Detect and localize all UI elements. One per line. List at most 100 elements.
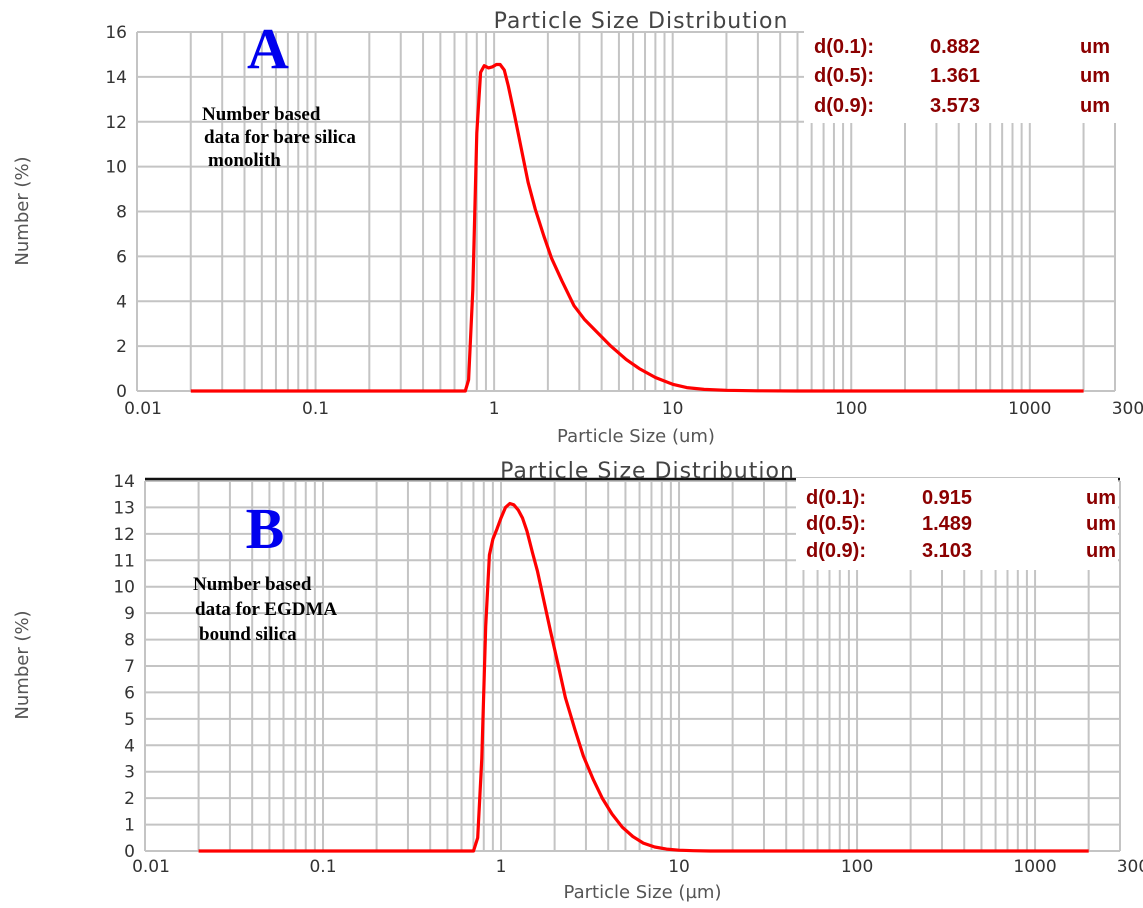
- y-tick-label: 4: [116, 292, 127, 312]
- x-tick-label: 100: [841, 857, 873, 877]
- data-point: [198, 850, 200, 852]
- x-axis-title: Particle Size (um): [557, 426, 715, 447]
- stat-unit: um: [1086, 540, 1116, 562]
- data-point: [678, 849, 680, 851]
- x-tick-label: 0.01: [132, 857, 170, 877]
- y-tick-label: 2: [124, 789, 135, 809]
- y-tick-label: 2: [116, 337, 127, 357]
- data-point: [522, 517, 524, 519]
- chart-title: Particle Size Distribution: [494, 9, 789, 34]
- stat-value: 0.882: [930, 36, 980, 58]
- data-point: [561, 280, 563, 282]
- annotation-line: monolith: [208, 150, 281, 171]
- stat-unit: um: [1080, 65, 1110, 87]
- x-tick-label: 10: [662, 399, 684, 419]
- data-point: [610, 345, 612, 347]
- data-point: [597, 332, 599, 334]
- data-point: [492, 66, 494, 68]
- x-tick-label: 0.1: [302, 399, 329, 419]
- data-point: [643, 842, 645, 844]
- stat-label: d(0.5):: [814, 65, 874, 87]
- data-point: [496, 64, 498, 66]
- y-tick-label: 13: [113, 498, 135, 518]
- stat-label: d(0.9):: [814, 95, 874, 117]
- data-point: [543, 235, 545, 237]
- x-tick-label: 1000: [1008, 399, 1051, 419]
- data-point: [686, 387, 688, 389]
- stat-unit: um: [1086, 513, 1116, 535]
- y-tick-label: 11: [113, 551, 135, 571]
- chart-title: Particle Size Distribution: [500, 459, 795, 484]
- data-point: [472, 289, 474, 291]
- data-point: [500, 517, 502, 519]
- data-point: [732, 850, 734, 852]
- stat-label: d(0.1):: [814, 36, 874, 58]
- y-tick-label: 3: [124, 763, 135, 783]
- x-tick-label: 3000: [1117, 857, 1143, 877]
- data-point: [703, 389, 705, 391]
- data-point: [476, 132, 478, 134]
- data-point: [565, 697, 567, 699]
- y-tick-label: 4: [124, 736, 135, 756]
- stat-value: 1.489: [922, 513, 972, 535]
- stat-label: d(0.9):: [806, 540, 866, 562]
- data-point: [655, 377, 657, 379]
- data-point: [710, 850, 712, 852]
- data-point: [632, 836, 634, 838]
- data-point: [481, 758, 483, 760]
- data-point: [489, 554, 491, 556]
- stat-unit: um: [1080, 95, 1110, 117]
- x-tick-label: 100: [835, 399, 867, 419]
- data-point: [492, 538, 494, 540]
- data-point: [447, 850, 449, 852]
- data-point: [190, 390, 192, 392]
- stat-value: 3.573: [930, 95, 980, 117]
- data-point: [1083, 390, 1085, 392]
- data-point: [440, 390, 442, 392]
- y-tick-label: 14: [105, 68, 127, 88]
- x-tick-label: 0.01: [124, 399, 162, 419]
- data-point: [611, 813, 613, 815]
- y-tick-label: 9: [124, 604, 135, 624]
- data-point: [757, 390, 759, 392]
- data-point: [672, 383, 674, 385]
- stat-unit: um: [1080, 36, 1110, 58]
- data-point: [601, 797, 603, 799]
- y-tick-label: 12: [105, 113, 127, 133]
- data-point: [666, 848, 668, 850]
- panel-label: B: [246, 496, 285, 561]
- data-point: [468, 379, 470, 381]
- y-tick-label: 8: [124, 631, 135, 651]
- y-tick-label: 6: [124, 683, 135, 703]
- panel-a-chart: 0 2 4 6 8 10 12 14 16 0.01 0.1 1 10 100 1000 3000 Partic…: [12, 9, 1143, 447]
- y-tick-label: 7: [124, 657, 135, 677]
- annotation-line: Number based: [202, 104, 321, 125]
- data-point: [483, 65, 485, 67]
- x-tick-label: 1: [489, 399, 500, 419]
- data-point: [975, 390, 977, 392]
- stats-box: [796, 478, 1118, 570]
- data-point: [526, 530, 528, 532]
- x-tick-label: 1000: [1013, 857, 1056, 877]
- x-tick-label: 1: [496, 857, 507, 877]
- data-point: [505, 507, 507, 509]
- panel-label: A: [247, 16, 289, 81]
- y-tick-label: 16: [105, 23, 127, 43]
- data-point: [477, 837, 479, 839]
- y-tick-label: 5: [124, 710, 135, 730]
- y-tick-label: 12: [113, 525, 135, 545]
- data-point: [850, 390, 852, 392]
- data-point: [485, 626, 487, 628]
- data-point: [507, 85, 509, 87]
- data-point: [509, 503, 511, 505]
- annotation-line: bound silica: [199, 624, 297, 645]
- data-point: [551, 258, 553, 260]
- stat-value: 3.103: [922, 540, 972, 562]
- data-point: [583, 755, 585, 757]
- stat-unit: um: [1086, 487, 1116, 509]
- data-point: [534, 208, 536, 210]
- data-point: [496, 528, 498, 530]
- data-point: [537, 570, 539, 572]
- data-point: [621, 826, 623, 828]
